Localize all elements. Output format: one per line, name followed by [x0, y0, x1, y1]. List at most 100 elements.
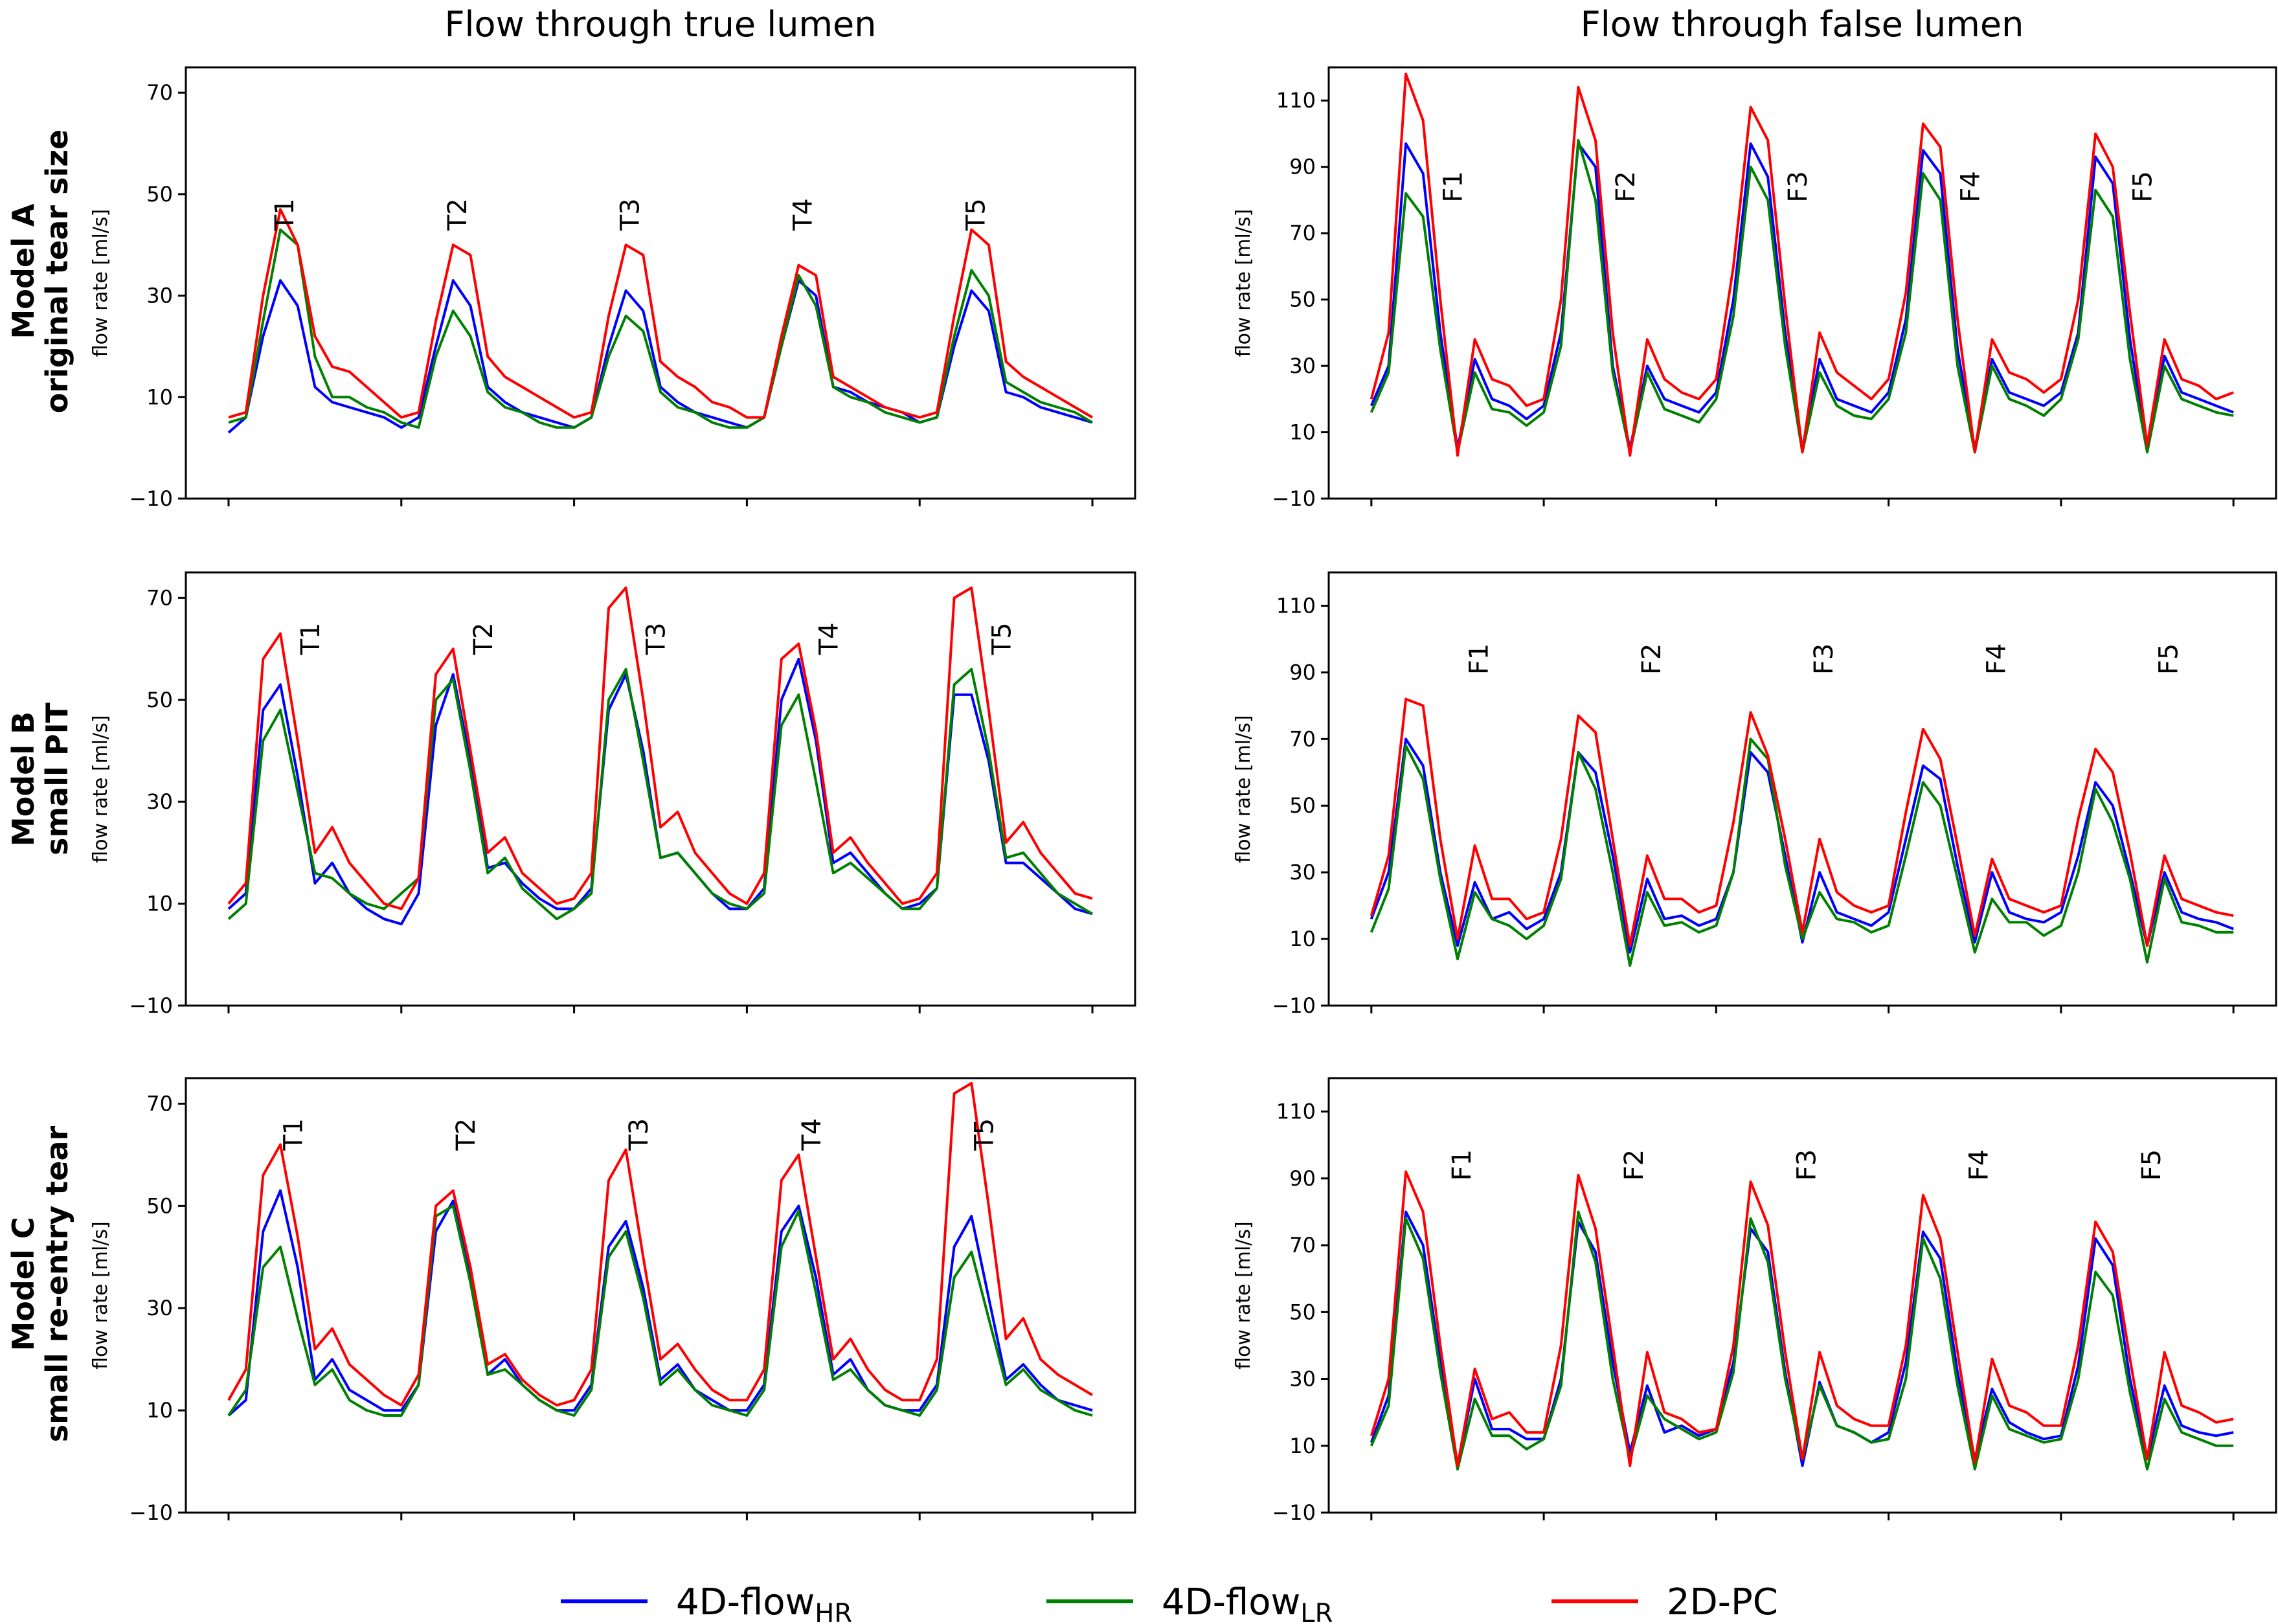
legend-label-lr: 4D-flowLR: [1162, 1581, 1333, 1624]
chart-panel-C-true: −10 10 30 50 70 flow rate [ml/s] T1 T2 T3 T4 T5: [89, 1077, 1136, 1525]
y-tick-label: 70: [1289, 221, 1316, 245]
series-line-2D-PC: [1370, 1170, 2234, 1467]
peak-annotation-T5: T5: [961, 198, 991, 231]
peak-annotation-F1: F1: [1465, 644, 1494, 675]
y-tick-label: 50: [1289, 288, 1316, 312]
y-tick-label: 70: [1289, 1233, 1316, 1257]
y-tick-label: 50: [146, 688, 173, 712]
y-tick-label: 10: [1289, 420, 1316, 445]
series-line-4D-flowLR: [1370, 738, 2234, 967]
y-axis-label: flow rate [ml/s]: [89, 1221, 112, 1370]
legend-item-4d-flow-hr: 4D-flowHR: [561, 1581, 852, 1624]
y-tick-label: 30: [1289, 860, 1316, 885]
peak-annotation-F1: F1: [1447, 1149, 1477, 1180]
legend-item-2d-pc: 2D-PC: [1551, 1581, 1778, 1623]
peak-annotation-F3: F3: [1809, 644, 1839, 675]
peak-annotation-F2: F2: [1637, 644, 1667, 675]
y-tick-label: 30: [146, 789, 173, 814]
plot-frame: [185, 66, 1136, 500]
chart-panel-B-false: −10 10 30 50 70 90 110 flow rate [ml/s] F1 F2 F3 F4…: [1232, 571, 2277, 1018]
peak-annotation-T1: T1: [278, 1118, 308, 1151]
peak-annotation-F2: F2: [1619, 1149, 1649, 1180]
peak-annotation-T3: T3: [624, 1118, 654, 1151]
column-title-false-lumen: Flow through false lumen: [1581, 4, 2024, 45]
peak-annotation-T1: T1: [296, 622, 326, 655]
row-title-model-b-line2: small PIT: [39, 702, 74, 855]
row-title-model-a-line1: Model A: [6, 203, 41, 339]
y-tick-label: 10: [146, 385, 173, 409]
chart-panel-A-false: −10 10 30 50 70 90 110 flow rate [ml/s] F1 F2 F3 F4…: [1232, 66, 2277, 511]
peak-annotation-F1: F1: [1439, 171, 1469, 202]
row-title-model-b: Model B small PIT: [6, 702, 74, 855]
peak-annotation-T1: T1: [270, 198, 300, 231]
y-tick-label: −10: [1272, 486, 1316, 511]
chart-panels: −10 10 30 50 70 flow rate [ml/s] T1 T2 T3 T4 T5 −10…: [89, 66, 2277, 1525]
y-tick-label: −10: [129, 486, 173, 511]
y-tick-label: −10: [1272, 993, 1316, 1018]
chart-panel-A-true: −10 10 30 50 70 flow rate [ml/s] T1 T2 T3 T4 T5: [89, 66, 1136, 511]
row-title-model-c-line1: Model C: [6, 1217, 41, 1351]
y-tick-label: 10: [1289, 1434, 1316, 1458]
y-tick-label: 30: [146, 284, 173, 308]
y-tick-label: 50: [146, 182, 173, 207]
y-tick-label: 30: [146, 1296, 173, 1320]
y-tick-label: 10: [1289, 927, 1316, 951]
peak-annotation-F3: F3: [1783, 171, 1813, 202]
series-line-4D-flowHR: [227, 279, 1093, 434]
column-title-true-lumen: Flow through true lumen: [444, 4, 876, 45]
legend-item-4d-flow-lr: 4D-flowLR: [1046, 1581, 1333, 1624]
y-tick-label: 70: [146, 585, 173, 610]
y-tick-label: 30: [1289, 1367, 1316, 1392]
peak-annotation-T5: T5: [970, 1118, 1000, 1151]
series-line-4D-flowLR: [227, 1204, 1093, 1417]
row-title-model-a: Model A original tear size: [6, 130, 74, 413]
series-line-4D-flowHR: [1370, 1210, 2234, 1467]
peak-annotation-T4: T4: [814, 622, 844, 655]
y-tick-label: 50: [1289, 793, 1316, 818]
legend-label-pc: 2D-PC: [1667, 1581, 1778, 1623]
peak-annotation-T2: T2: [469, 622, 499, 655]
y-tick-label: 90: [1289, 660, 1316, 684]
y-tick-label: 90: [1289, 1166, 1316, 1191]
chart-panel-B-true: −10 10 30 50 70 flow rate [ml/s] T1 T2 T3 T4 T5: [89, 571, 1136, 1018]
peak-annotation-T3: T3: [642, 622, 671, 655]
peak-annotation-T2: T2: [443, 198, 473, 231]
plot-frame: [185, 571, 1136, 1007]
y-axis-label: flow rate [ml/s]: [89, 209, 112, 357]
y-tick-label: 90: [1289, 155, 1316, 179]
series-line-4D-flowHR: [227, 657, 1093, 926]
y-tick-label: −10: [129, 993, 173, 1018]
y-tick-label: 70: [1289, 727, 1316, 751]
peak-annotation-F2: F2: [1611, 171, 1641, 202]
y-axis-label: flow rate [ml/s]: [1232, 1221, 1255, 1370]
y-axis-label: flow rate [ml/s]: [1232, 715, 1255, 863]
y-tick-label: 110: [1276, 593, 1316, 618]
series-line-2D-PC: [228, 208, 1094, 419]
series-line-4D-flowLR: [228, 228, 1094, 429]
plot-frame: [185, 1077, 1136, 1514]
peak-annotation-F5: F5: [2137, 1149, 2167, 1180]
y-tick-label: 50: [1289, 1300, 1316, 1324]
series-line-2D-PC: [227, 1081, 1094, 1407]
chart-panel-C-false: −10 10 30 50 70 90 110 flow rate [ml/s] F1 F2 F3 F4…: [1232, 1077, 2277, 1525]
row-title-model-c-line2: small re-entry tear: [39, 1125, 74, 1442]
row-title-model-b-line1: Model B: [6, 712, 41, 846]
row-title-model-a-line2: original tear size: [39, 130, 74, 413]
peak-annotation-F5: F5: [2128, 171, 2158, 202]
series-line-2D-PC: [1370, 697, 2234, 947]
series-line-2D-PC: [1370, 73, 2234, 457]
peak-annotation-T2: T2: [451, 1118, 481, 1151]
y-tick-label: 110: [1276, 1100, 1316, 1124]
series-line-2D-PC: [227, 586, 1093, 910]
y-tick-label: 10: [146, 1398, 173, 1423]
y-tick-label: 70: [146, 80, 173, 105]
plot-frame: [1327, 1077, 2277, 1514]
y-tick-label: 30: [1289, 354, 1316, 378]
peak-annotation-F4: F4: [1965, 1149, 1994, 1180]
peak-annotation-F3: F3: [1792, 1149, 1821, 1180]
peak-annotation-T4: T4: [797, 1118, 827, 1151]
y-axis-label: flow rate [ml/s]: [1232, 209, 1255, 357]
peak-annotation-F4: F4: [1981, 644, 2011, 675]
plot-frame: [1327, 66, 2277, 500]
